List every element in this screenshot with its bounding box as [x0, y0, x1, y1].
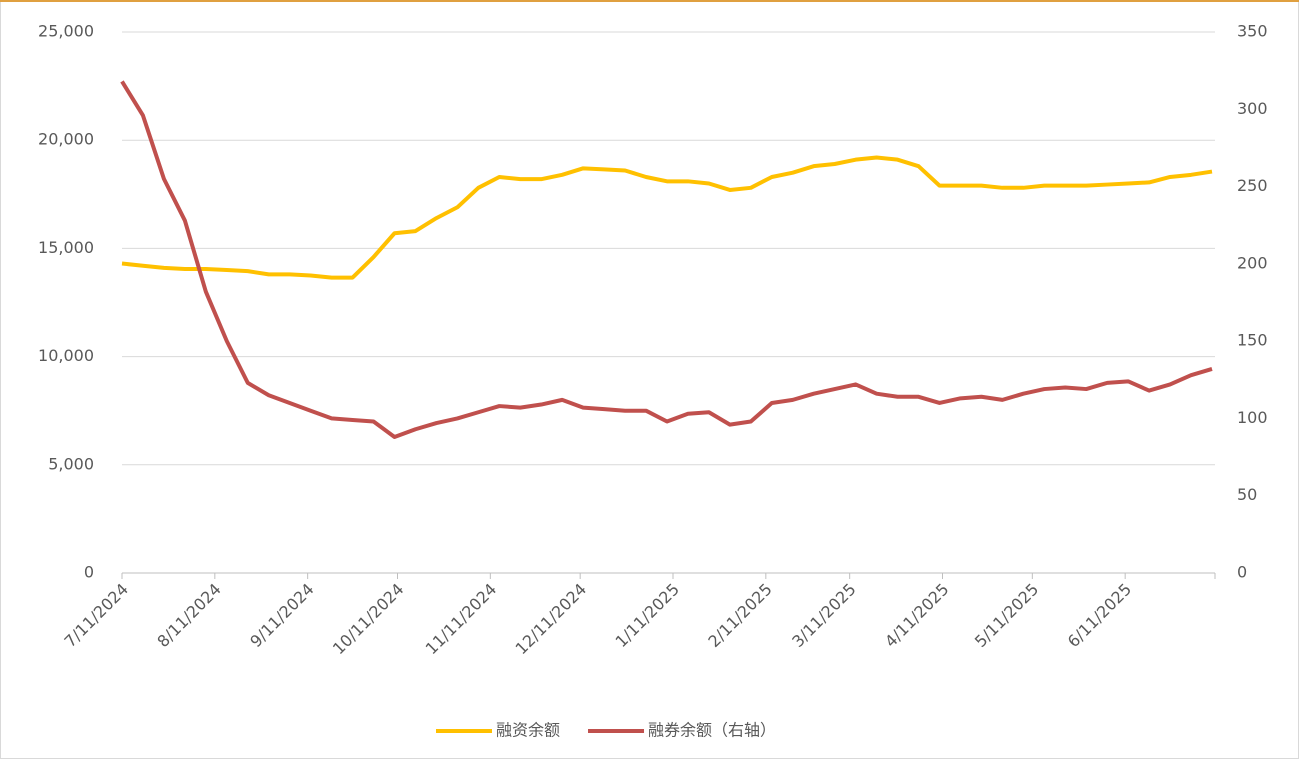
y2-tick-label: 100 [1237, 408, 1268, 427]
y-tick-label: 5,000 [48, 454, 94, 473]
y2-tick-label: 350 [1237, 22, 1268, 41]
y2-tick-label: 250 [1237, 176, 1268, 195]
legend-label: 融资余额 [496, 721, 560, 740]
y2-tick-label: 200 [1237, 253, 1268, 272]
series-line [121, 155, 1213, 280]
y-tick-label: 25,000 [38, 22, 94, 41]
y-tick-label: 15,000 [38, 238, 94, 257]
y2-tick-label: 150 [1237, 331, 1268, 350]
y2-tick-label: 300 [1237, 99, 1268, 118]
y-tick-label: 0 [84, 563, 94, 582]
y2-tick-label: 50 [1237, 485, 1257, 504]
series-line [120, 80, 1213, 439]
y-tick-label: 20,000 [38, 130, 94, 149]
y-tick-label: 10,000 [38, 346, 94, 365]
y2-tick-label: 0 [1237, 563, 1247, 582]
legend-label: 融券余额（右轴） [648, 721, 776, 740]
